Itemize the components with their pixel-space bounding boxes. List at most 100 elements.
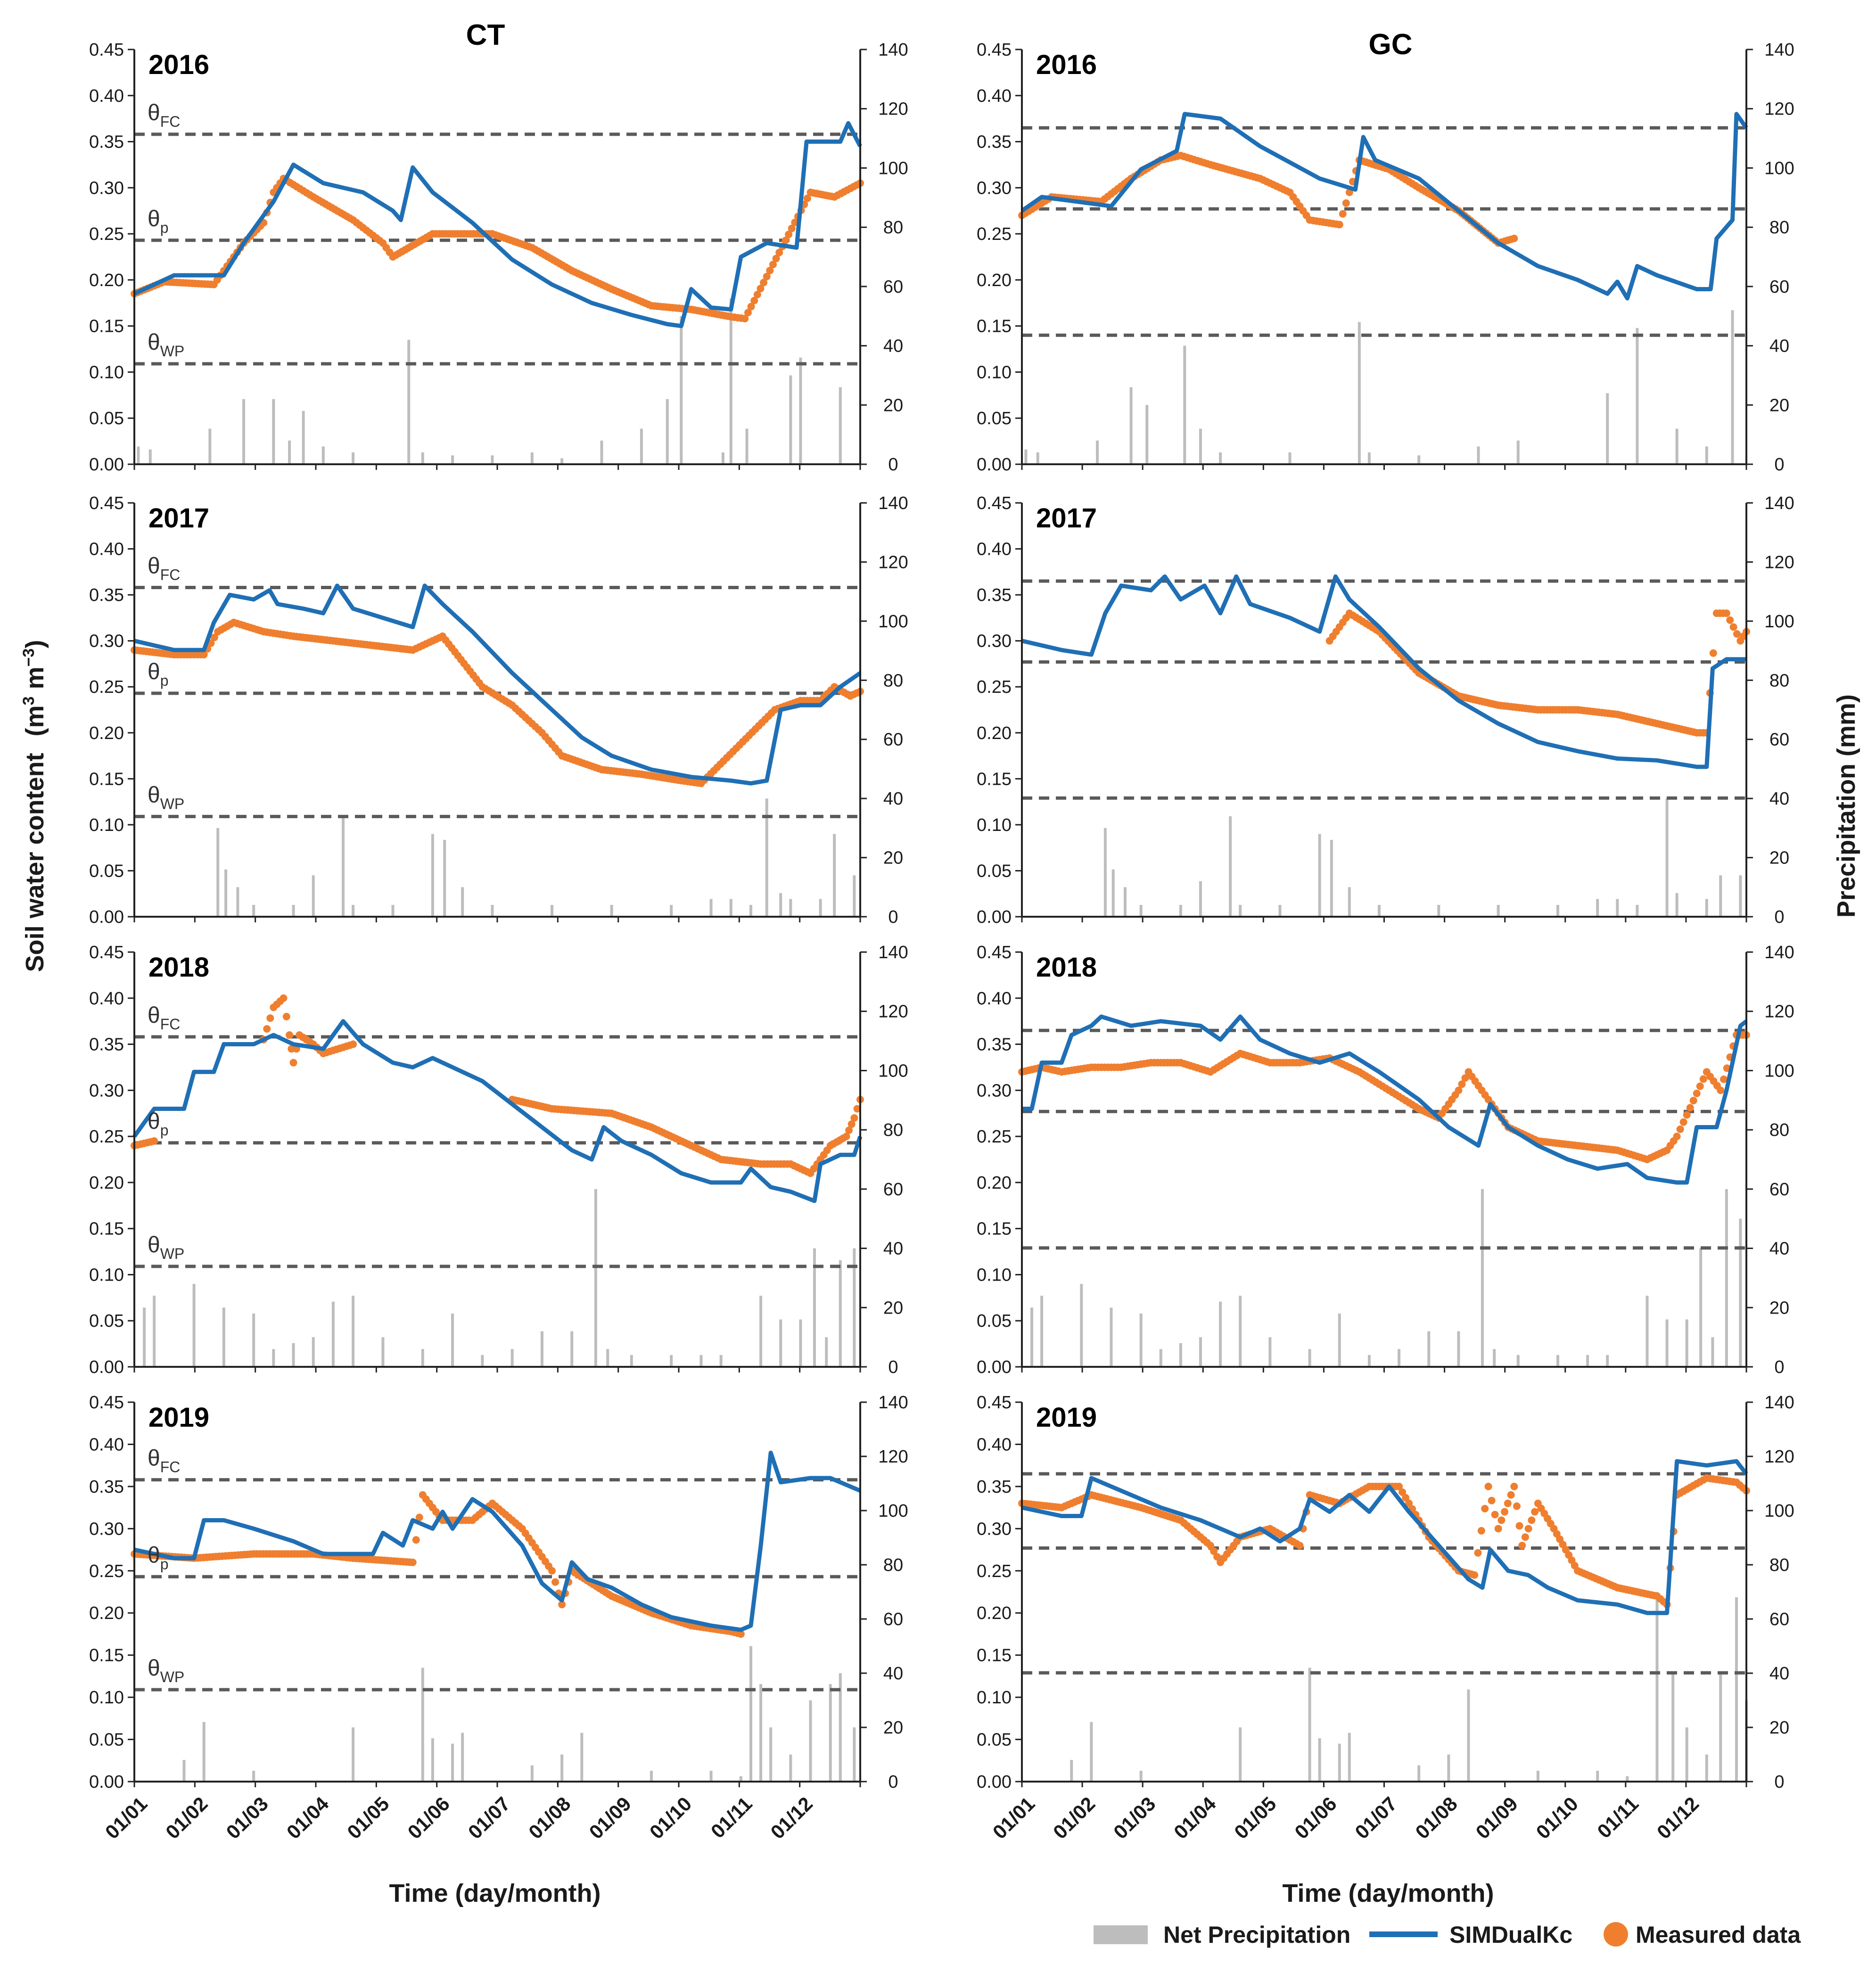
measured-point xyxy=(788,224,796,232)
precip-bar xyxy=(1219,452,1222,464)
y-right-tick-label: 140 xyxy=(878,1393,908,1413)
panel-ct-2017: 0.00 0.05 0.10 0.15 0.20 0.25 0.30 0.35 0.40 0.45… xyxy=(89,493,908,927)
precip-bar xyxy=(1129,387,1133,464)
y-left-tick-label: 0.25 xyxy=(89,224,124,244)
panel-gc-2017: 0.00 0.05 0.10 0.15 0.20 0.25 0.30 0.35 0.40 0.45… xyxy=(977,493,1794,927)
y-right-tick-label: 140 xyxy=(1764,40,1794,60)
y-right-tick-label: 60 xyxy=(1769,730,1789,750)
precip-bar xyxy=(1367,1355,1371,1367)
measured-point xyxy=(850,1114,858,1122)
y-left-tick-label: 0.20 xyxy=(89,271,124,290)
theta-label-wp: θWP xyxy=(148,782,184,812)
panel-gc-2018: 0.00 0.05 0.10 0.15 0.20 0.25 0.30 0.35 0.40 0.45… xyxy=(977,943,1794,1377)
y-left-tick-label: 0.00 xyxy=(89,907,124,927)
measured-point xyxy=(737,1630,745,1638)
precip-bar xyxy=(208,428,212,464)
y-left-tick-label: 0.30 xyxy=(89,178,124,198)
y-left-tick-label: 0.45 xyxy=(89,40,124,60)
precip-bar xyxy=(1699,1248,1703,1367)
y-left-tick-label: 0.10 xyxy=(977,1265,1012,1285)
precip-bar xyxy=(670,904,673,917)
precip-bar xyxy=(1183,345,1186,464)
precip-bar xyxy=(1665,1319,1669,1367)
y-right-tick-label: 120 xyxy=(1764,1002,1794,1022)
precip-bar xyxy=(451,455,454,464)
precip-bar xyxy=(1308,1668,1311,1782)
sim-line xyxy=(133,121,862,329)
precip-bar xyxy=(1493,1349,1496,1367)
y-left-tick-label: 0.10 xyxy=(89,1265,124,1285)
theta-subscript: WP xyxy=(160,343,185,360)
y-left-tick-label: 0.35 xyxy=(89,585,124,605)
theta-label-fc: θFC xyxy=(148,1446,180,1476)
measured-point xyxy=(1210,1547,1218,1555)
precip-bar xyxy=(1348,1733,1351,1782)
legend-meas-swatch xyxy=(1604,1922,1628,1947)
precip-bar xyxy=(1616,899,1619,917)
precip-bar xyxy=(1330,839,1333,917)
y-left-tick-label: 0.05 xyxy=(89,861,124,881)
theta-label-fc: θFC xyxy=(148,1003,180,1033)
measured-point xyxy=(1709,649,1717,657)
theta-label-p: θp xyxy=(148,206,169,236)
y-left-tick-label: 0.10 xyxy=(977,362,1012,382)
measured-point xyxy=(1339,210,1347,218)
y-right-tick-label: 140 xyxy=(1764,493,1794,513)
precip-bar xyxy=(461,1733,464,1782)
precip-bar xyxy=(1123,887,1127,917)
theta-label-p: θp xyxy=(148,1109,169,1139)
y-left-tick-label: 0.45 xyxy=(977,943,1012,962)
measured-point xyxy=(412,1536,420,1544)
y-right-tick-label: 80 xyxy=(883,1120,903,1140)
y-right-title: Precipitation (mm) xyxy=(1832,694,1860,918)
precip-bar xyxy=(1711,1337,1714,1367)
precip-bar xyxy=(1437,904,1440,917)
y-right-tick-label: 100 xyxy=(878,158,908,178)
theta-symbol: θ xyxy=(148,1656,160,1681)
precip-bar xyxy=(1417,455,1421,464)
precip-bar xyxy=(421,1349,424,1367)
measured-point xyxy=(1733,630,1741,638)
y-left-tick-label: 0.25 xyxy=(977,224,1012,244)
year-label: 2016 xyxy=(148,49,209,80)
measured-point xyxy=(1521,1533,1529,1541)
measured-point xyxy=(775,248,783,256)
y-left-tick-label: 0.15 xyxy=(89,1646,124,1666)
precip-bar xyxy=(1447,1754,1450,1782)
year-label: 2017 xyxy=(148,503,209,534)
precip-bar xyxy=(666,399,669,464)
column-title-ct: CT xyxy=(466,19,505,51)
precip-bar xyxy=(1348,887,1351,917)
precip-bar xyxy=(1139,1313,1143,1367)
y-left-tick-label: 0.30 xyxy=(977,1081,1012,1101)
measured-point xyxy=(1207,1542,1215,1550)
precip-bar xyxy=(680,316,683,464)
y-left-tick-label: 0.45 xyxy=(89,1393,124,1413)
precip-bar xyxy=(570,1331,574,1367)
precip-bar xyxy=(137,446,140,464)
y-left-tick-label: 0.30 xyxy=(977,1519,1012,1539)
precip-bar xyxy=(342,816,345,917)
y-left-tick-label: 0.10 xyxy=(977,815,1012,835)
precip-bar xyxy=(272,399,275,464)
precip-bar xyxy=(1655,1592,1659,1782)
y-left-tick-label: 0.25 xyxy=(89,677,124,697)
measured-point xyxy=(753,290,761,298)
y-right-tick-label: 100 xyxy=(878,612,908,632)
measured-point xyxy=(782,237,790,245)
measured-point xyxy=(280,994,288,1002)
y-left-tick-label: 0.45 xyxy=(89,493,124,513)
y-right-tick-label: 80 xyxy=(883,671,903,690)
precip-bar xyxy=(630,1355,633,1367)
precip-bar xyxy=(1675,893,1679,917)
y-right-tick-label: 100 xyxy=(1764,1061,1794,1081)
precip-bar xyxy=(749,1646,752,1782)
measured-point xyxy=(548,1567,556,1575)
precip-bar xyxy=(391,904,395,917)
measured-point xyxy=(1683,1111,1691,1119)
panel-ct-2016: 0.00 0.05 0.10 0.15 0.20 0.25 0.30 0.35 0.40 0.45… xyxy=(89,40,908,475)
y-right-tick-label: 100 xyxy=(878,1061,908,1081)
precip-bar xyxy=(610,904,613,917)
y-left-tick-label: 0.20 xyxy=(977,1173,1012,1193)
precip-bar xyxy=(292,1343,295,1367)
